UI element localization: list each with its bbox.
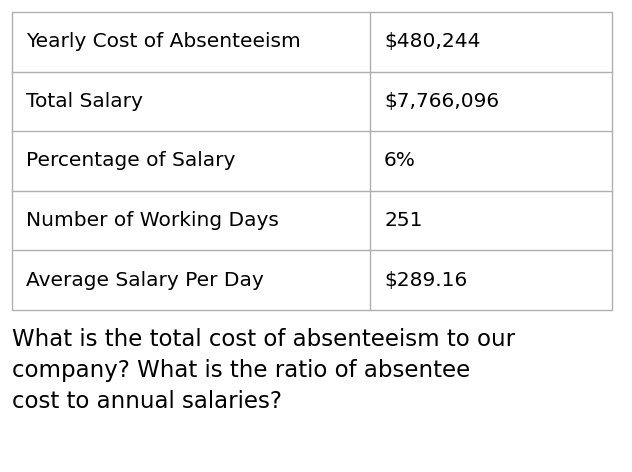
Bar bbox=[12, 12, 612, 310]
Text: 251: 251 bbox=[384, 211, 423, 230]
Text: Percentage of Salary: Percentage of Salary bbox=[26, 152, 235, 170]
Text: What is the total cost of absenteeism to our
company? What is the ratio of absen: What is the total cost of absenteeism to… bbox=[12, 328, 515, 413]
Text: 6%: 6% bbox=[384, 152, 416, 170]
Text: Total Salary: Total Salary bbox=[26, 92, 143, 111]
Text: $289.16: $289.16 bbox=[384, 271, 467, 290]
Text: $7,766,096: $7,766,096 bbox=[384, 92, 499, 111]
Text: Number of Working Days: Number of Working Days bbox=[26, 211, 279, 230]
Text: Average Salary Per Day: Average Salary Per Day bbox=[26, 271, 264, 290]
Text: $480,244: $480,244 bbox=[384, 32, 480, 51]
Text: Yearly Cost of Absenteeism: Yearly Cost of Absenteeism bbox=[26, 32, 301, 51]
